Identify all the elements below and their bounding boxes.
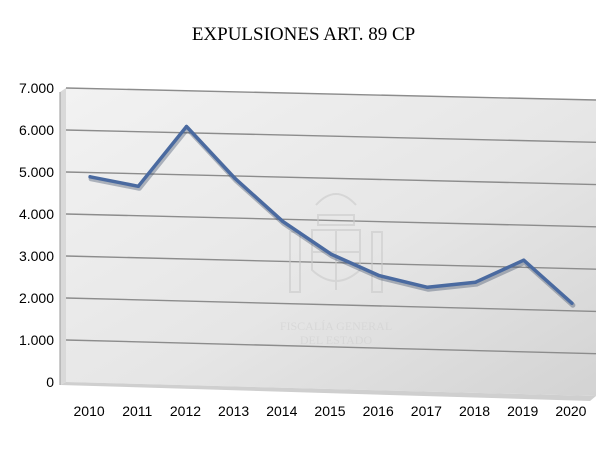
series-layer (88, 124, 576, 308)
data-point (473, 280, 478, 284)
data-point (570, 301, 574, 305)
x-tick-label: 2018 (459, 403, 490, 419)
grid-line (65, 129, 597, 143)
y-tick-label: 1.000 (19, 332, 54, 348)
watermark-line2: DEL ESTADO (300, 333, 373, 347)
chart-title: EXPULSIONES ART. 89 CP (191, 24, 416, 45)
grid-line (65, 297, 597, 313)
y-tick-label: 2.000 (19, 290, 54, 306)
data-point (425, 285, 429, 289)
grid-line (65, 87, 597, 101)
y-tick-label: 7.000 (19, 80, 54, 96)
coat-of-arms-icon (289, 193, 383, 293)
data-point (522, 258, 526, 262)
watermark: FISCALÍA GENERAL DEL ESTADO (280, 193, 392, 347)
x-tick-label: 2014 (266, 403, 297, 419)
data-point (136, 184, 140, 188)
y-tick-label: 0 (46, 374, 54, 390)
x-tick-label: 2010 (74, 403, 105, 419)
y-axis-ticks: 0 1.000 2.000 3.000 4.000 5.000 6.000 7.000 (19, 80, 54, 390)
x-axis-ticks: 2010 2011 2012 2013 2014 2015 2016 2017 2018 2019… (74, 403, 587, 419)
grid-line (65, 171, 597, 186)
data-point (329, 252, 333, 256)
plot-side-wall (60, 88, 66, 385)
data-point (233, 176, 237, 180)
y-tick-label: 6.000 (19, 122, 54, 138)
watermark-line1: FISCALÍA GENERAL (280, 319, 392, 333)
x-tick-label: 2012 (170, 403, 201, 419)
grid-lines (65, 87, 597, 355)
x-tick-label: 2015 (314, 403, 345, 419)
plot-floor (60, 382, 596, 401)
y-tick-label: 3.000 (19, 248, 54, 264)
y-tick-label: 4.000 (19, 206, 54, 222)
data-point (377, 273, 381, 278)
y-tick-label: 5.000 (19, 164, 54, 180)
x-tick-label: 2016 (363, 403, 394, 419)
x-tick-label: 2020 (555, 403, 586, 419)
x-tick-label: 2019 (507, 403, 538, 419)
grid-line (65, 339, 597, 355)
data-point (184, 124, 189, 129)
grid-line (65, 213, 597, 228)
plot-wall (66, 88, 596, 396)
x-tick-label: 2013 (218, 403, 249, 419)
x-tick-label: 2011 (122, 403, 152, 419)
data-point (281, 219, 285, 223)
x-tick-label: 2017 (411, 403, 442, 419)
data-point (88, 175, 92, 179)
